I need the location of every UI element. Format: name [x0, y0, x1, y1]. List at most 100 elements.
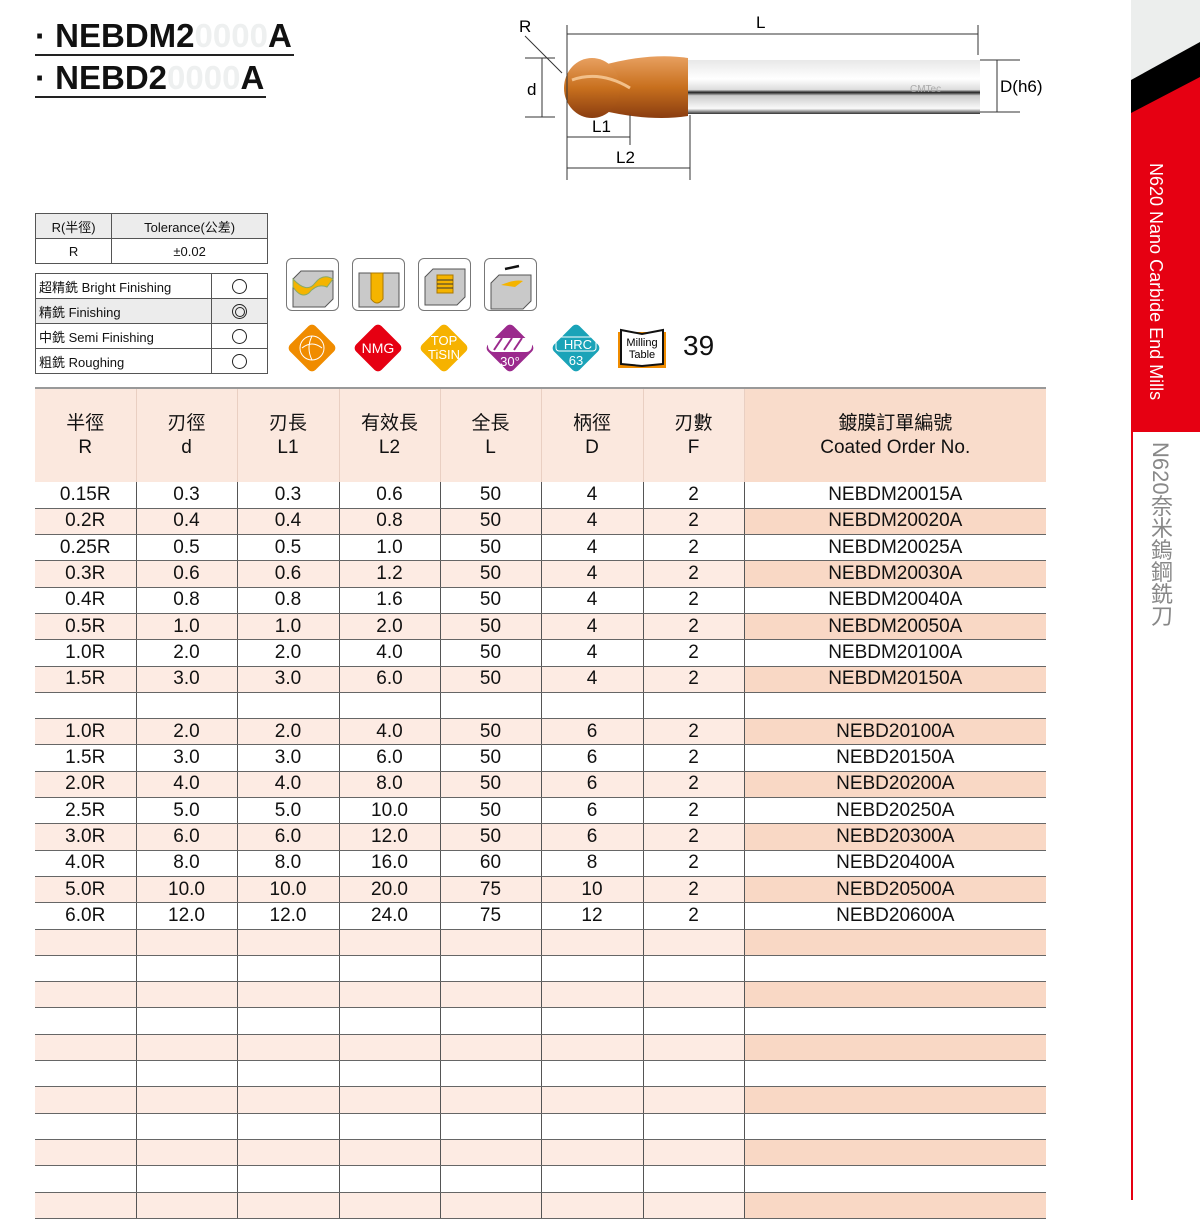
table-cell — [642, 1113, 744, 1140]
table-cell — [540, 1007, 643, 1035]
table-cell: 50 — [439, 508, 541, 536]
table-cell: 50 — [439, 744, 541, 772]
table-row: 0.2R 0.4 0.4 0.8 50 4 2 NEBDM20020A — [35, 508, 1046, 536]
table-cell — [642, 1139, 744, 1167]
table-cell — [236, 955, 339, 983]
table-cell: 0.3 — [135, 482, 237, 509]
table-row: 5.0R 10.0 10.0 20.0 75 10 2 NEBD20500A — [35, 876, 1046, 904]
table-cell: 1.0 — [135, 613, 237, 641]
table-cell: 4.0 — [236, 771, 339, 799]
side-title-en: N620 Nano Carbide End Mills — [1146, 163, 1166, 401]
table-cell: 0.4 — [236, 508, 339, 536]
table-cell: 2.0 — [135, 718, 237, 746]
table-row: 1.0R 2.0 2.0 4.0 50 4 2 NEBDM20100A — [35, 639, 1046, 667]
table-cell: 4.0R — [35, 850, 136, 877]
table-cell: 4 — [540, 639, 643, 667]
table-cell — [35, 1165, 136, 1193]
table-cell — [135, 955, 237, 983]
column-header: 刃數 F — [642, 387, 744, 482]
helix-angle-badge: 30° — [486, 324, 534, 372]
empty-row — [35, 1139, 1046, 1167]
table-cell: 2.0 — [236, 639, 339, 667]
table-cell: 2 — [642, 613, 744, 641]
svg-text:TOP: TOP — [431, 333, 458, 348]
table-cell: 2 — [642, 771, 744, 799]
table-cell: 2.0 — [135, 639, 237, 667]
table-cell: 3.0 — [135, 744, 237, 772]
column-header-line: F — [687, 436, 700, 458]
svg-text:NMG: NMG — [362, 340, 395, 356]
empty-row — [35, 1113, 1046, 1140]
empty-row — [35, 692, 1046, 720]
table-cell: 4 — [540, 560, 643, 588]
nmg-badge: NMG — [354, 324, 402, 372]
table-cell: 0.2R — [35, 508, 136, 536]
table-cell — [338, 1086, 440, 1114]
table-cell — [338, 1113, 440, 1140]
table-cell — [338, 1165, 440, 1193]
table-cell: 50 — [439, 718, 541, 746]
table-cell — [743, 981, 1046, 1009]
table-cell — [540, 1086, 643, 1114]
table-cell — [743, 1113, 1046, 1140]
table-cell: 1.0 — [338, 534, 440, 562]
svg-text:30°: 30° — [500, 354, 520, 369]
table-cell: 4 — [540, 666, 643, 693]
slot-milling-icon — [352, 258, 405, 311]
table-cell: 2 — [642, 639, 744, 667]
column-header-line: 刃數 — [674, 412, 713, 434]
table-cell: 6 — [540, 823, 643, 851]
column-header-line: R — [78, 436, 93, 458]
table-cell: 8.0 — [135, 850, 237, 877]
column-header: 鍍膜訂單編號 Coated Order No. — [743, 387, 1046, 482]
table-cell — [540, 1060, 643, 1088]
table-cell: 4 — [540, 508, 643, 536]
table-cell — [338, 1139, 440, 1167]
table-cell: NEBDM20020A — [743, 508, 1046, 536]
table-cell — [743, 1139, 1046, 1167]
table-cell — [439, 1007, 541, 1035]
table-cell — [135, 929, 237, 956]
table-cell: 2.0 — [236, 718, 339, 746]
table-cell: 24.0 — [338, 902, 440, 930]
table-cell — [35, 692, 136, 720]
table-cell — [135, 692, 237, 720]
table-cell: 2.5R — [35, 797, 136, 825]
table-cell: 2 — [642, 718, 744, 746]
table-cell: 50 — [439, 482, 541, 509]
table-cell: 3.0 — [236, 744, 339, 772]
empty-row — [35, 1192, 1046, 1219]
table-cell: NEBDM20025A — [743, 534, 1046, 562]
table-cell — [135, 1034, 237, 1062]
table-cell: NEBDM20040A — [743, 587, 1046, 614]
table-cell: 2 — [642, 823, 744, 851]
table-cell — [35, 1034, 136, 1062]
finish-roughing: 粗銑 Roughing — [35, 348, 212, 374]
table-cell — [439, 692, 541, 720]
table-cell: 1.0R — [35, 639, 136, 667]
table-cell — [743, 1192, 1046, 1219]
table-cell: 75 — [439, 902, 541, 930]
table-cell: 6.0 — [135, 823, 237, 851]
table-cell — [439, 1165, 541, 1193]
table-cell: NEBDM20015A — [743, 482, 1046, 509]
table-cell: 2 — [642, 534, 744, 562]
table-cell: 0.6 — [338, 482, 440, 509]
table-cell: 2 — [642, 508, 744, 536]
table-row: 1.5R 3.0 3.0 6.0 50 6 2 NEBD20150A — [35, 744, 1046, 772]
table-cell: 8.0 — [236, 850, 339, 877]
table-cell: 0.8 — [236, 587, 339, 614]
table-cell: 4.0 — [338, 718, 440, 746]
empty-row — [35, 1165, 1046, 1193]
table-cell: 0.4 — [135, 508, 237, 536]
table-cell — [338, 1034, 440, 1062]
table-cell: 8.0 — [338, 771, 440, 799]
empty-row — [35, 955, 1046, 983]
table-cell: 5.0 — [135, 797, 237, 825]
table-row: 3.0R 6.0 6.0 12.0 50 6 2 NEBD20300A — [35, 823, 1046, 851]
empty-row — [35, 1034, 1046, 1062]
finish-finishing: 精銑 Finishing — [35, 298, 212, 324]
table-cell: 2 — [642, 902, 744, 930]
